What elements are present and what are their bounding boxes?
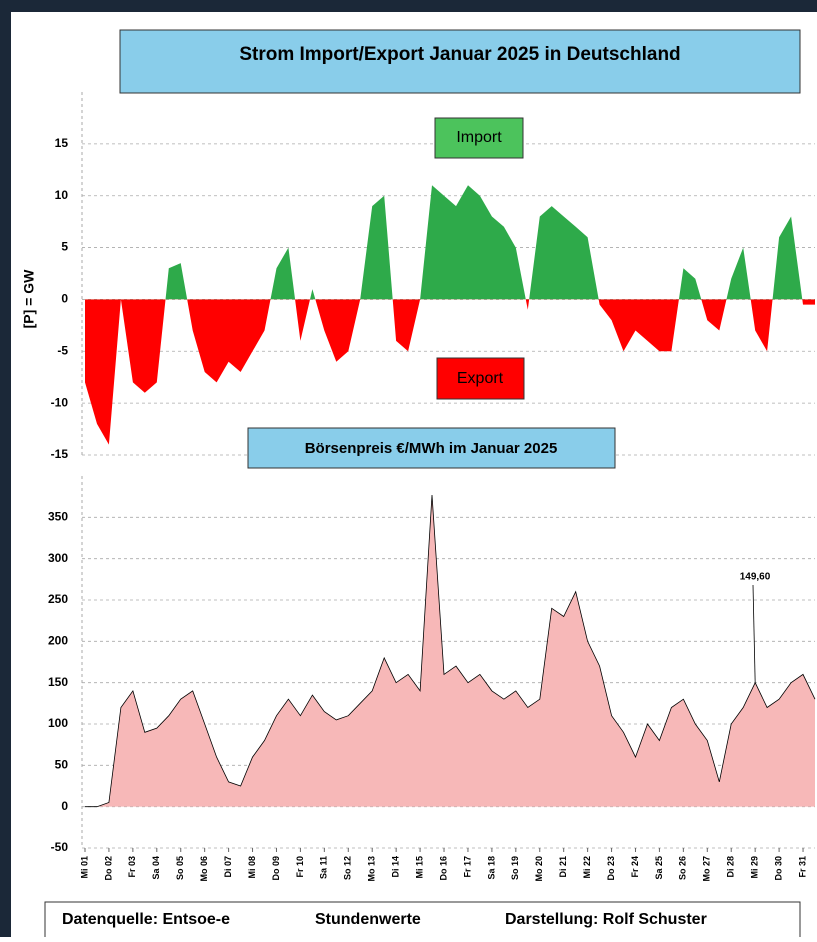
x-tick-label: Di 14 [391, 856, 401, 878]
price-plot: -50 0 50 100 150 200 250 300 350 Mi 01 Do 02 Fr 03 S… [48, 476, 816, 882]
import-export-plot: -15 -10 -5 0 5 10 15 [51, 92, 815, 461]
y-tick-label: 200 [48, 634, 68, 648]
y-tick-label: 300 [48, 551, 68, 565]
export-box [436, 357, 525, 400]
import-box [434, 117, 524, 159]
subtitle-box [247, 427, 616, 469]
annotation: Import [456, 129, 502, 146]
frame-top [0, 0, 817, 12]
x-tick-label: Sa 11 [319, 856, 329, 879]
price-line [85, 494, 816, 808]
footer-text: Datenquelle: Entsoe-e [62, 911, 230, 928]
x-tick-label: Di 28 [726, 856, 736, 878]
footer-text: Stundenwerte [315, 911, 421, 928]
y-tick-label: 15 [55, 136, 69, 150]
x-tick-label: Do 02 [103, 856, 113, 881]
price-area [85, 495, 815, 807]
x-tick-label: So 26 [678, 856, 688, 880]
y-tick-label: 5 [61, 240, 68, 254]
x-tick-label: Fr 31 [797, 856, 807, 878]
x-tick-label: Mo 13 [367, 856, 377, 882]
x-tick-label: Mi 15 [414, 856, 424, 879]
y-tick-label: 250 [48, 592, 68, 606]
x-tick-label: So 05 [175, 856, 185, 880]
x-tick-label: Mo 27 [702, 856, 712, 882]
x-tick-label: Mi 22 [582, 856, 592, 879]
x-tick-label: Do 23 [606, 856, 616, 881]
x-tick-label: Mi 01 [79, 856, 89, 879]
annotation: Export [457, 370, 504, 387]
x-tick-label: Mi 29 [750, 856, 760, 879]
import-area [120, 185, 803, 300]
x-tick-label: Di 07 [223, 856, 233, 878]
x-tick-label: Fr 17 [462, 856, 472, 878]
y-tick-label: 0 [61, 799, 68, 813]
chart-subtitle: Börsenpreis €/MWh im Januar 2025 [305, 440, 558, 457]
x-tick-label: Sa 04 [151, 856, 161, 880]
y-tick-label: -10 [51, 395, 69, 409]
x-tick-label: Fr 24 [630, 856, 640, 878]
x-tick-label: Mi 08 [247, 856, 257, 879]
x-tick-label: Di 21 [558, 856, 568, 878]
y-tick-label: 350 [48, 510, 68, 524]
y-axis-label: [P] = GW [21, 269, 37, 329]
annotation: 149,60 [740, 572, 771, 583]
x-tick-label: Sa 25 [654, 856, 664, 880]
footer-box [44, 901, 801, 942]
footer-text: Darstellung: Rolf Schuster [505, 911, 707, 928]
title-box [119, 29, 801, 94]
y-tick-label: 50 [55, 758, 69, 772]
x-tick-label: Fr 03 [127, 856, 137, 878]
y-tick-label: 0 [61, 292, 68, 306]
y-tick-label: 10 [55, 188, 69, 202]
annotation-line [752, 584, 756, 683]
x-tick-label: Do 09 [271, 856, 281, 881]
y-tick-label: -15 [51, 447, 69, 461]
x-tick-label: Sa 18 [486, 856, 496, 880]
chart-title: Strom Import/Export Januar 2025 in Deuts… [239, 44, 680, 65]
x-tick-label: Fr 10 [295, 856, 305, 878]
y-tick-label: -50 [51, 840, 69, 854]
y-tick-label: 150 [48, 675, 68, 689]
frame-left [0, 0, 11, 937]
x-tick-label: Do 16 [438, 856, 448, 881]
x-tick-label: So 19 [510, 856, 520, 880]
x-tick-label: So 12 [343, 856, 353, 880]
x-tick-label: Mo 06 [199, 856, 209, 882]
x-tick-label: Mo 20 [534, 856, 544, 882]
y-tick-label: -5 [57, 343, 68, 357]
export-area [85, 299, 815, 445]
x-tick-label: Do 30 [773, 856, 783, 881]
y-tick-label: 100 [48, 716, 68, 730]
